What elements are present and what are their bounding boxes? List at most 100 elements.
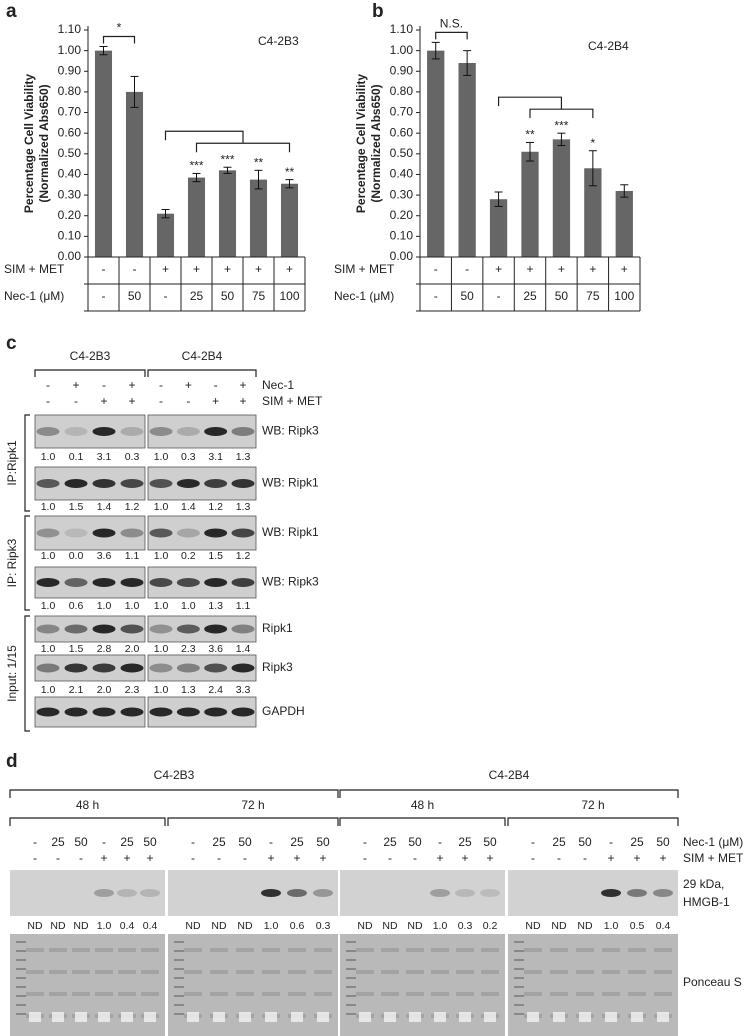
blot-label: WB: Ripk1	[262, 525, 319, 539]
lane-sign: +	[461, 851, 468, 865]
lane-sign: 25	[290, 835, 304, 849]
stain-band	[26, 970, 44, 974]
band	[36, 479, 60, 488]
band	[204, 479, 228, 488]
panel-label: d	[6, 751, 18, 772]
band	[176, 479, 200, 488]
quantification: ND	[237, 920, 253, 932]
table-cell: -	[164, 289, 168, 303]
bar	[280, 183, 299, 257]
significance: **	[254, 155, 264, 169]
stain-band	[524, 970, 542, 974]
lane-sign: 25	[120, 835, 134, 849]
stain-band	[118, 970, 136, 974]
table-cell: -	[102, 262, 106, 276]
blot	[147, 615, 257, 643]
stain-band	[579, 1012, 591, 1022]
y-tick-label: 0.60	[58, 125, 82, 139]
stain-band	[184, 970, 202, 974]
stain-band	[184, 992, 202, 996]
stain-band	[602, 970, 620, 974]
lane-sign: -	[269, 835, 273, 849]
quantification: 1.0	[125, 600, 140, 612]
band	[176, 578, 200, 587]
quantification: 0.6	[69, 600, 84, 612]
stain-band	[141, 970, 159, 974]
group-bracket	[34, 369, 146, 377]
table-cell: +	[162, 262, 169, 276]
band	[92, 578, 116, 587]
blot-label: GAPDH	[262, 704, 305, 718]
band	[204, 578, 228, 587]
band	[149, 707, 173, 717]
band	[149, 479, 173, 488]
stain-band	[481, 970, 499, 974]
blot	[147, 414, 257, 449]
quantification: 0.5	[630, 920, 645, 932]
band	[64, 427, 88, 436]
band	[176, 528, 200, 538]
band	[149, 528, 173, 538]
lane-sign: +	[123, 851, 130, 865]
lane-sign: 50	[316, 835, 330, 849]
stain-band	[144, 1012, 156, 1022]
quantification: 1.0	[41, 684, 56, 696]
chart-title: C4-2B4	[588, 39, 629, 53]
stain-band	[118, 992, 136, 996]
band	[455, 889, 475, 897]
band	[92, 427, 116, 436]
stain-band	[141, 992, 159, 996]
lane-sign: 50	[408, 835, 422, 849]
lane-sign: +	[100, 851, 107, 865]
table-cell: -	[434, 289, 438, 303]
quantification: 3.3	[236, 684, 251, 696]
lane-sign: -	[186, 394, 190, 408]
quantification: 2.0	[97, 684, 112, 696]
quantification: 1.0	[41, 643, 56, 655]
stain-band	[95, 970, 113, 974]
time-label: 72 h	[241, 798, 264, 812]
band	[92, 707, 116, 717]
lane-sign: +	[128, 394, 135, 408]
stain-band	[95, 992, 113, 996]
band	[64, 528, 88, 538]
y-axis-label: Percentage Cell Viability	[22, 74, 36, 213]
stain-band	[576, 970, 594, 974]
stain-band	[356, 970, 374, 974]
group-label: C4-2B4	[182, 349, 223, 363]
table-cell: +	[255, 262, 262, 276]
bracket-label: N.S.	[440, 17, 463, 31]
row-label: Nec-1 (μM)	[683, 835, 743, 849]
quantification: 1.3	[181, 684, 196, 696]
quantification: 1.0	[154, 550, 169, 562]
lane-sign: +	[607, 851, 614, 865]
lane-sign: +	[486, 851, 493, 865]
y-tick-label: 0.70	[390, 105, 414, 119]
band	[204, 707, 228, 717]
stain-band	[210, 992, 228, 996]
stain-band	[550, 948, 568, 952]
stain-band	[49, 948, 67, 952]
stain-band	[481, 992, 499, 996]
table-cell: -	[102, 289, 106, 303]
quantification: 1.4	[236, 643, 251, 655]
band	[261, 889, 281, 897]
significance: ***	[189, 159, 203, 173]
blot-label: Ripk3	[262, 660, 293, 674]
lane-sign: 50	[238, 835, 252, 849]
stain-band	[431, 948, 449, 952]
lane-sign: +	[293, 851, 300, 865]
quantification: ND	[551, 920, 567, 932]
band	[149, 578, 173, 587]
band	[231, 578, 255, 587]
band	[231, 427, 255, 436]
quantification: 1.3	[208, 600, 223, 612]
group-label: C4-2B3	[154, 768, 195, 782]
table-cell: 100	[614, 289, 634, 303]
stain-band	[98, 1012, 110, 1022]
y-tick-label: 0.20	[390, 208, 414, 222]
band	[64, 624, 88, 634]
comparison-bracket	[435, 31, 468, 40]
group-bracket	[339, 789, 679, 798]
band	[176, 707, 200, 717]
